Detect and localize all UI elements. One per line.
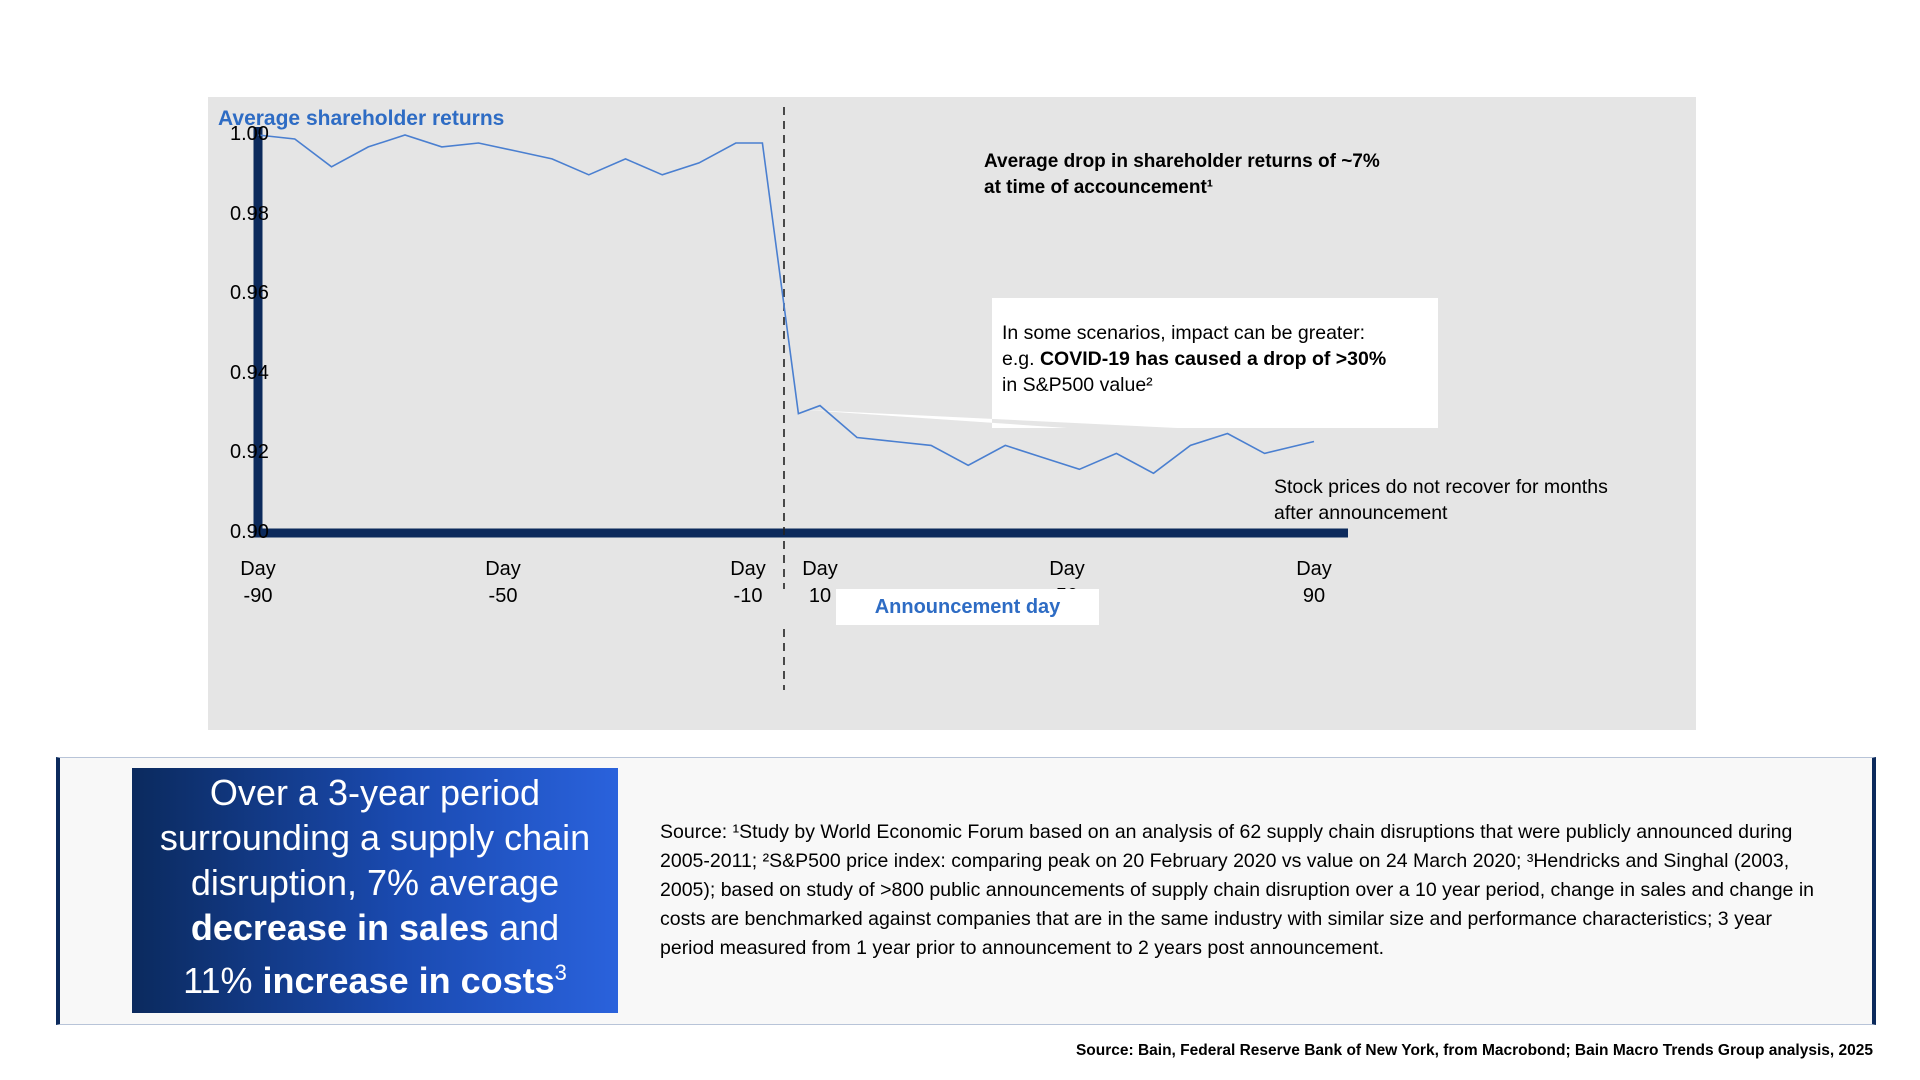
callout-bold: COVID-19 has caused a drop of >30% xyxy=(1039,348,1387,370)
drop-annotation: Average drop in shareholder returns of ~… xyxy=(984,149,1380,201)
summary-pct-costs: 11% xyxy=(183,960,263,1001)
y-tick-label: 0.96 xyxy=(230,282,269,305)
summary-line-1: Over a 3-year period xyxy=(209,772,541,813)
callout-line-1: In some scenarios, impact can be greater… xyxy=(1002,322,1366,344)
line-chart xyxy=(253,107,1438,690)
callout-line-2: e.g. COVID-19 has caused a drop of >30% xyxy=(1002,346,1386,372)
source-footnote: Source: ¹Study by World Economic Forum b… xyxy=(660,821,1814,959)
recover-annotation: Stock prices do not recover for months a… xyxy=(1274,474,1614,526)
summary-bold-costs: increase in costs xyxy=(262,960,555,1001)
summary-line-3: disruption, 7% average xyxy=(190,862,560,903)
x-tick-label: Day -90 xyxy=(240,558,276,607)
summary-superscript: 3 xyxy=(554,960,567,985)
x-tick-label: Day -10 xyxy=(730,558,766,607)
x-tick-label: Day 10 xyxy=(802,558,838,607)
covid-callout: In some scenarios, impact can be greater… xyxy=(992,298,1438,428)
footer-source: Source: Bain, Federal Reserve Bank of Ne… xyxy=(1075,1042,1873,1059)
callout-bubble-shape xyxy=(800,298,1438,428)
y-tick-label: 0.98 xyxy=(230,202,269,225)
x-tick-label: Day 90 xyxy=(1296,558,1332,607)
y-tick-label: 0.92 xyxy=(230,441,269,464)
recover-annotation-text: Stock prices do not recover for months a… xyxy=(1274,476,1608,524)
summary-line-2: surrounding a supply chain xyxy=(159,817,591,858)
summary-highlight-box: Over a 3-year period surrounding a suppl… xyxy=(132,768,618,1013)
covid-callout-text: In some scenarios, impact can be greater… xyxy=(1002,320,1386,398)
x-tick-label: Day -50 xyxy=(485,558,521,607)
y-tick-label: 0.94 xyxy=(230,361,269,384)
y-tick-label: 1.00 xyxy=(230,123,269,145)
chart-panel: Average shareholder returns 1.00 0.98 0.96… xyxy=(208,97,1696,730)
summary-line-4: decrease in sales and xyxy=(132,905,618,950)
callout-eg: e.g. xyxy=(1002,348,1040,370)
summary-and: and xyxy=(489,907,560,948)
summary-line-5: 11% increase in costs3 xyxy=(132,950,618,1003)
summary-bold-sales: decrease in sales xyxy=(190,907,490,948)
y-tick-label: 0.90 xyxy=(230,521,269,543)
callout-line-3: in S&P500 value² xyxy=(1002,374,1153,396)
announcement-day-label: Announcement day xyxy=(836,589,1099,625)
chart-title: Average shareholder returns xyxy=(218,107,505,130)
drop-annotation-text: Average drop in shareholder returns of ~… xyxy=(984,151,1380,198)
shareholder-returns-line xyxy=(257,134,1315,475)
summary-panel: Over a 3-year period surrounding a suppl… xyxy=(56,757,1876,1025)
